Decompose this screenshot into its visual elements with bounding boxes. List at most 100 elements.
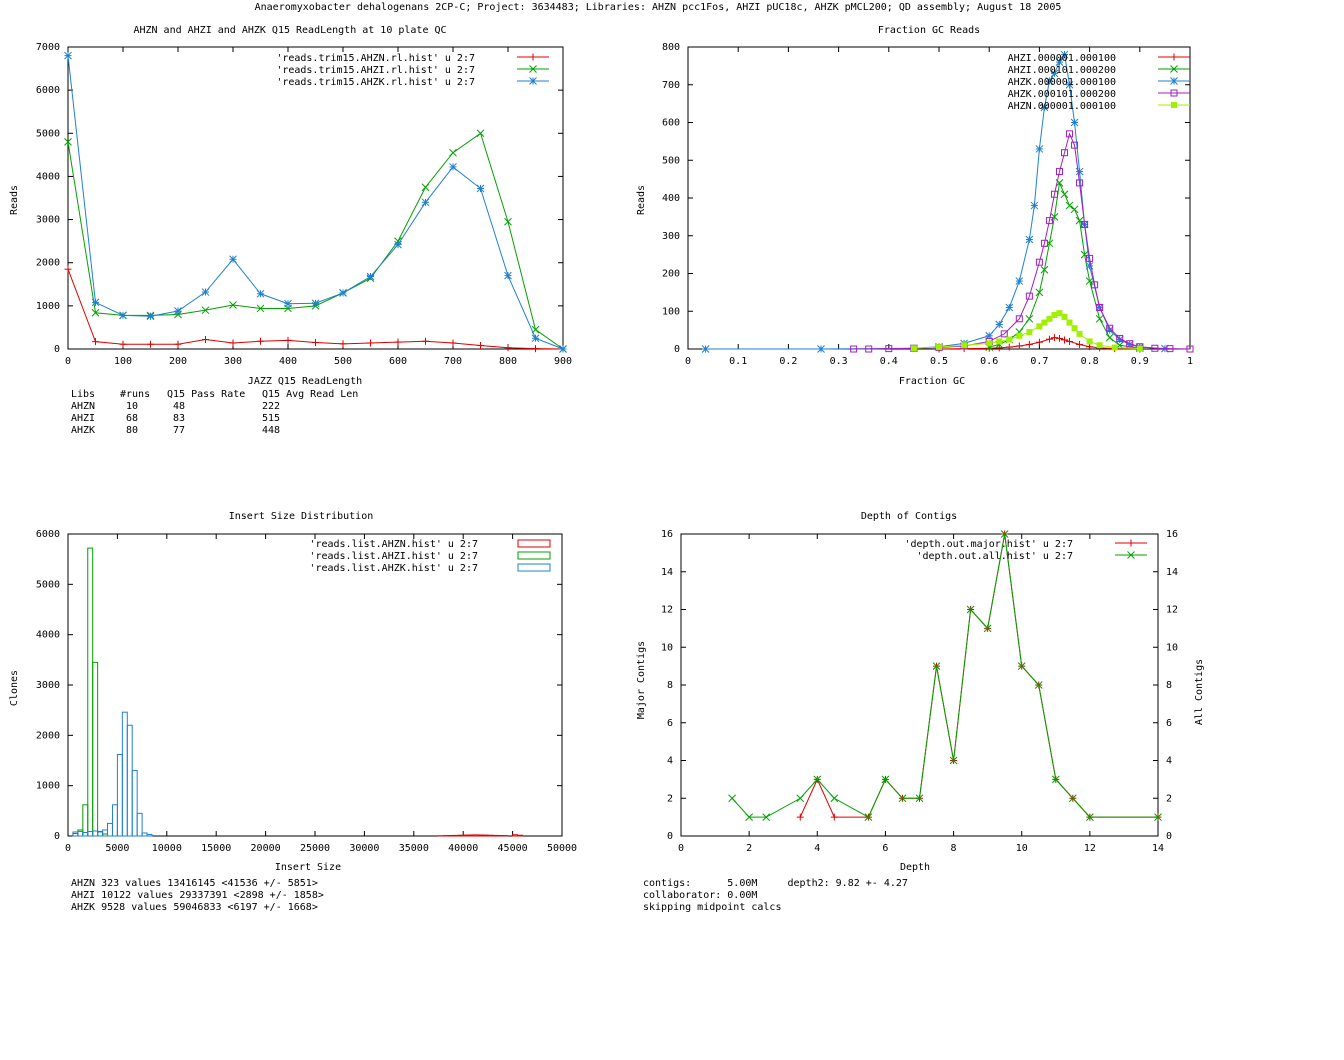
y-tick-label: 6000 [36, 529, 60, 540]
plot-frame [67, 533, 563, 837]
x-tick-label: 300 [224, 356, 242, 367]
data-point-mark [1000, 330, 1008, 338]
data-point-mark [1076, 179, 1084, 187]
data-point-mark [449, 148, 457, 157]
histogram-bar [487, 834, 494, 837]
data-point-mark [966, 605, 975, 614]
data-point-mark [961, 342, 968, 349]
plot-frame [680, 533, 1159, 837]
data-point-mark [1095, 314, 1104, 323]
data-point-mark [1055, 168, 1063, 176]
x-axis-label: Insert Size [275, 862, 341, 873]
x-tick-label: 45000 [498, 843, 528, 854]
histogram-bar [72, 831, 79, 837]
data-point-mark [1025, 292, 1033, 300]
data-point-mark [1055, 179, 1064, 187]
data-point-mark [64, 51, 72, 60]
data-point-mark [229, 301, 237, 309]
data-point-mark [1017, 662, 1026, 670]
histogram-bar [82, 804, 89, 837]
y-tick-label: 2000 [36, 730, 60, 741]
histogram-bar [472, 834, 479, 837]
y-tick-label: 12 [661, 605, 673, 616]
y-tick-label: 100 [662, 306, 680, 317]
y-tick-label: 10 [661, 642, 673, 653]
series-line [989, 181, 1140, 349]
data-point-mark [1071, 141, 1079, 149]
data-point-mark [91, 308, 100, 317]
data-point-mark [1186, 345, 1194, 353]
legend: 'depth.out.major.hist' u 2:7'depth.out.a… [904, 539, 1147, 562]
data-point-mark [1015, 277, 1024, 285]
data-point-mark [1170, 89, 1178, 97]
data-point-mark [476, 184, 485, 193]
axis-ticks: 0 5000 10000 15000 20000 25000 30000 35000 40000… [36, 529, 577, 854]
stats-cell: AHZI [71, 413, 95, 424]
data-point-mark [1111, 344, 1118, 351]
histogram-bar [77, 830, 84, 837]
legend-label: AHZI.000001.000100 [1008, 53, 1116, 64]
series-group [728, 530, 1162, 821]
data-point-mark [1170, 77, 1178, 85]
data-point-mark [1154, 813, 1162, 821]
data-point-mark [1136, 345, 1143, 352]
x-tick-label: 10000 [152, 843, 182, 854]
series-group [72, 547, 109, 837]
data-point-mark [529, 77, 537, 85]
histogram-bar [492, 834, 499, 837]
data-point-mark [559, 345, 567, 353]
data-point-mark [1075, 216, 1084, 225]
histogram-bar [462, 834, 469, 837]
stats-line: contigs: 5.00M depth2: 9.82 +- 4.27 [643, 878, 908, 889]
histogram-bar [126, 724, 133, 837]
histogram-bar [107, 822, 113, 837]
stats-line: collaborator: 0.00M [643, 890, 757, 901]
series-line [731, 533, 1158, 818]
data-point-mark [1045, 217, 1053, 225]
data-point-mark [1106, 324, 1114, 332]
axis-ticks: 0 100 200 300 400 500 600 700 800 900 0 1000 2000 300… [36, 42, 572, 367]
x-tick-label: 15000 [201, 843, 231, 854]
data-point-mark [1025, 314, 1034, 323]
data-point-mark [1171, 102, 1177, 108]
series-group [438, 834, 523, 837]
data-point-mark [229, 255, 237, 264]
y-tick-label: 1000 [36, 781, 60, 792]
x-tick-label: 0 [678, 843, 684, 854]
data-point-mark [366, 272, 375, 281]
data-point-mark [1170, 65, 1178, 73]
x-tick-label: 5000 [105, 843, 129, 854]
x-tick-label: 50000 [547, 843, 577, 854]
data-point-mark [1034, 681, 1043, 689]
y-axis-label: Clones [9, 670, 20, 706]
data-point-mark [915, 794, 924, 803]
chart-title: Insert Size Distribution [229, 511, 374, 522]
x-tick-label: 10 [1016, 843, 1028, 854]
histogram-bar [136, 812, 143, 837]
x-tick-label: 0.9 [1131, 356, 1149, 367]
data-point-mark [1035, 145, 1044, 153]
x-tick-label: 0.3 [830, 356, 848, 367]
y-tick-label: 0 [667, 831, 673, 842]
histogram-bar [92, 830, 99, 837]
x-tick-label: 400 [279, 356, 297, 367]
data-point-mark [813, 775, 822, 784]
chart-title: Depth of Contigs [861, 511, 957, 522]
data-point-mark [1105, 326, 1114, 334]
y-tick-label: 600 [662, 118, 680, 129]
data-point-mark [850, 345, 858, 353]
data-point-mark [1086, 254, 1094, 262]
stats-cell: AHZK [71, 425, 95, 436]
data-point-mark [762, 813, 771, 821]
y-tick-label: 1000 [36, 301, 60, 312]
page-title: Anaeromyxobacter dehalogenans 2CP-C; Pro… [255, 2, 1062, 13]
x-tick-label: 0 [685, 356, 691, 367]
histogram-bar [467, 834, 474, 837]
data-point-mark [256, 304, 265, 313]
data-point-mark [701, 345, 710, 353]
histogram-bar [92, 661, 99, 837]
y2-tick-label: 10 [1166, 642, 1178, 653]
series-line [853, 132, 1191, 350]
stats-cell: 515 [262, 413, 280, 424]
stats-cell: 448 [262, 425, 280, 436]
